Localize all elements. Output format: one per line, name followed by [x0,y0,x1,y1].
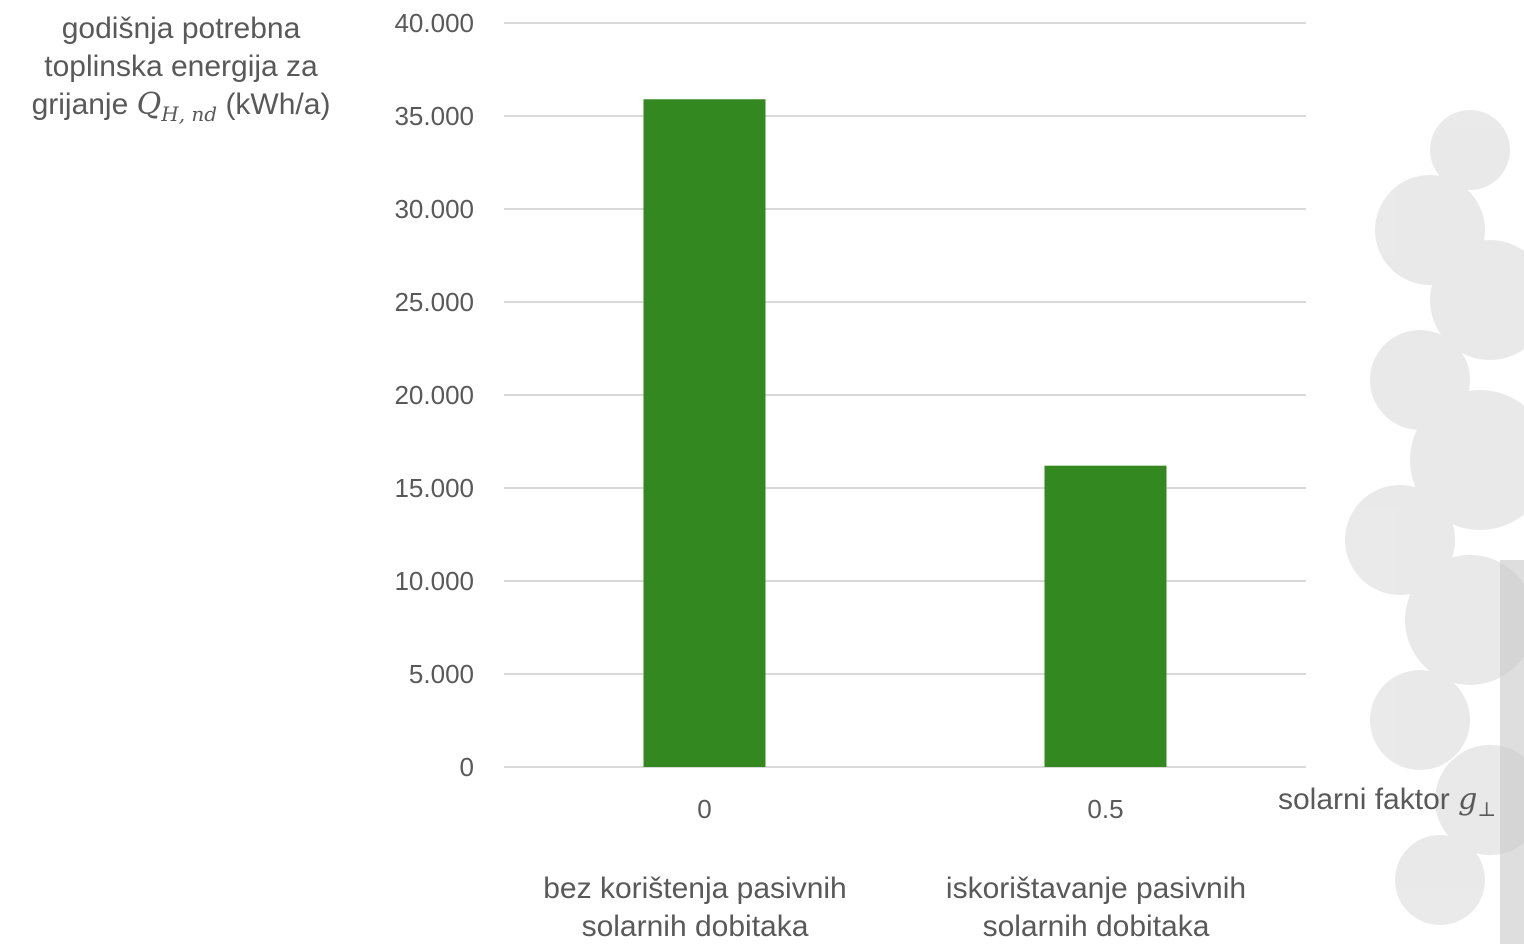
category-caption-0: bez korištenja pasivnih solarnih dobitak… [543,872,847,943]
y-tick-label: 5.000 [409,659,474,689]
y-tick-label: 10.000 [394,566,474,596]
bars [643,99,1167,767]
y-tick-label: 20.000 [394,380,474,410]
y-tick-label: 25.000 [394,287,474,317]
y-tick-label: 15.000 [394,473,474,503]
y-axis-symbol: QH, nd [136,87,218,126]
y-tick-labels: 0 5.000 10.000 15.000 20.000 25.000 30.000 35.0… [394,8,474,782]
x-axis-symbol: g⊥ [1458,782,1497,821]
bar-0 [643,99,766,767]
y-axis-label: godišnja potrebna toplinska energija za … [8,10,354,133]
y-tick-label: 35.000 [394,101,474,131]
y-axis-label-line1: godišnja potrebna [61,12,301,45]
x-tick-label: 0.5 [1087,794,1123,824]
y-axis-label-line3: grijanje [31,88,129,121]
gridlines [504,22,1306,768]
y-tick-label: 40.000 [394,8,474,38]
y-axis-label-line2: toplinska energija za [44,50,318,83]
bar-1 [1044,465,1167,767]
y-tick-label: 30.000 [394,194,474,224]
x-tick-label: 0 [697,794,711,824]
x-tick-labels: 0 0.5 [697,794,1123,824]
category-caption-1: iskorištavanje pasivnih solarnih dobitak… [945,872,1247,943]
y-axis-unit: (kWh/a) [225,88,331,121]
y-tick-label: 0 [460,752,474,782]
x-axis-label: solarni faktor g⊥ [1278,782,1497,821]
